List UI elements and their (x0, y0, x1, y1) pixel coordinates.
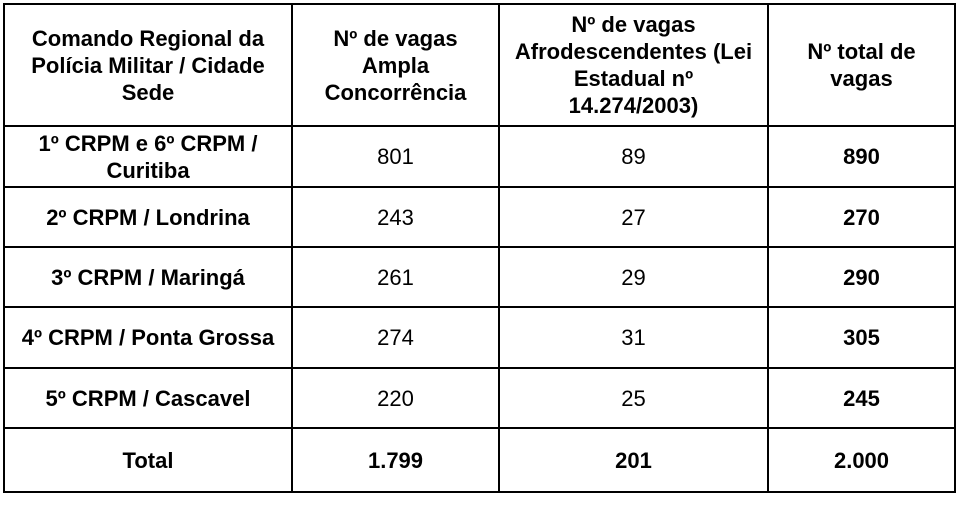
header-ampla: Nº de vagas Ampla Concorrência (291, 3, 500, 127)
table-row: 1º CRPM e 6º CRPM / Curitiba 801 89 890 (3, 125, 956, 188)
cell-total: 270 (767, 186, 956, 248)
total-row: Total 1.799 201 2.000 (3, 427, 956, 493)
table-row: 4º CRPM / Ponta Grossa 274 31 305 (3, 306, 956, 369)
row-label: 2º CRPM / Londrina (3, 186, 293, 248)
vacancies-table: Comando Regional da Polícia Militar / Ci… (3, 3, 956, 493)
row-label: 3º CRPM / Maringá (3, 246, 293, 308)
cell-total: 245 (767, 367, 956, 429)
row-label: 4º CRPM / Ponta Grossa (3, 306, 293, 369)
total-afro: 201 (498, 427, 769, 493)
header-command: Comando Regional da Polícia Militar / Ci… (3, 3, 293, 127)
cell-afro: 89 (498, 125, 769, 188)
total-label: Total (3, 427, 293, 493)
table-row: 2º CRPM / Londrina 243 27 270 (3, 186, 956, 248)
cell-afro: 31 (498, 306, 769, 369)
row-label: 1º CRPM e 6º CRPM / Curitiba (3, 125, 293, 188)
table-row: 5º CRPM / Cascavel 220 25 245 (3, 367, 956, 429)
cell-ampla: 274 (291, 306, 500, 369)
table-row: 3º CRPM / Maringá 261 29 290 (3, 246, 956, 308)
total-total: 2.000 (767, 427, 956, 493)
cell-total: 305 (767, 306, 956, 369)
cell-afro: 25 (498, 367, 769, 429)
header-row: Comando Regional da Polícia Militar / Ci… (3, 3, 956, 127)
cell-ampla: 243 (291, 186, 500, 248)
row-label: 5º CRPM / Cascavel (3, 367, 293, 429)
cell-ampla: 220 (291, 367, 500, 429)
cell-total: 290 (767, 246, 956, 308)
cell-total: 890 (767, 125, 956, 188)
cell-afro: 27 (498, 186, 769, 248)
total-ampla: 1.799 (291, 427, 500, 493)
cell-ampla: 801 (291, 125, 500, 188)
cell-afro: 29 (498, 246, 769, 308)
header-total: Nº total de vagas (767, 3, 956, 127)
header-afro: Nº de vagas Afrodescendentes (Lei Estadu… (498, 3, 769, 127)
cell-ampla: 261 (291, 246, 500, 308)
